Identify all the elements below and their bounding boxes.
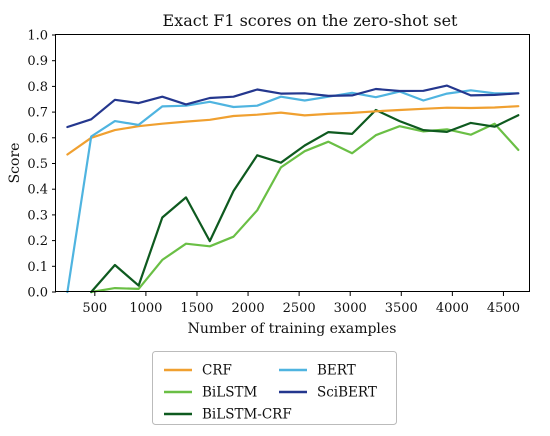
y-tick-label: 0.2 [27,234,48,249]
legend-label-bert: BERT [317,363,356,379]
y-tick-label: 0.7 [27,106,48,121]
x-tick-label: 1000 [129,301,162,316]
plot-lines [66,84,520,294]
series-line-bert [66,89,520,294]
x-tick-label: 3000 [334,301,367,316]
legend: CRF BERT BiLSTM SciBERT BiLSTM-CRF [164,363,377,423]
x-tick-label: 3500 [385,301,418,316]
series-line-crf [66,105,520,156]
y-tick-label: 1.0 [27,29,48,44]
y-tick-label: 0.5 [27,157,48,172]
x-tick-label: 2000 [232,301,265,316]
legend-label-bilstm: BiLSTM [202,385,257,401]
x-tick-label: 500 [82,301,107,316]
legend-label-scibert: SciBERT [317,385,377,401]
x-tick-label: 2500 [283,301,316,316]
y-tick-label: 0.6 [27,131,48,146]
y-axis-label: Score [7,143,23,184]
series-line-bilstm-crf [90,108,520,294]
y-tick-label: 0.9 [27,54,48,69]
chart-title: Exact F1 scores on the zero-shot set [163,11,459,30]
y-axis: 0.0 0.1 0.2 0.3 0.4 0.5 0.6 0.7 0.8 0.9 1.0 [27,29,56,301]
legend-label-crf: CRF [202,363,232,379]
x-tick-label: 1500 [180,301,213,316]
x-tick-label: 4000 [436,301,469,316]
y-tick-label: 0.0 [27,286,48,301]
series-line-scibert [66,84,520,129]
series-line-bilstm [90,122,520,294]
legend-label-bilstm-crf: BiLSTM-CRF [202,407,292,423]
x-axis-label: Number of training examples [188,321,397,337]
y-tick-label: 0.3 [27,208,48,223]
y-tick-label: 0.4 [27,183,48,198]
y-tick-label: 0.8 [27,80,48,95]
x-axis: 500 1000 1500 2000 2500 3000 3500 4000 4500 [82,292,520,316]
x-tick-label: 4500 [487,301,520,316]
plot-frame [55,34,530,292]
legend-box [152,351,397,425]
y-tick-label: 0.1 [27,260,48,275]
